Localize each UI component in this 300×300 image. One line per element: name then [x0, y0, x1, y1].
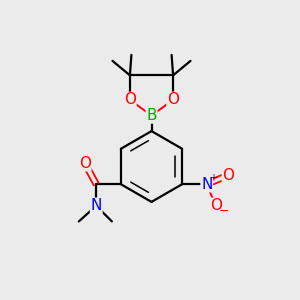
- Text: O: O: [210, 198, 222, 213]
- Text: N: N: [91, 198, 102, 213]
- Text: N: N: [201, 177, 212, 192]
- Text: −: −: [218, 205, 229, 218]
- Text: +: +: [209, 173, 217, 184]
- Text: O: O: [79, 156, 91, 171]
- Text: B: B: [146, 108, 157, 123]
- Text: O: O: [124, 92, 136, 107]
- Text: O: O: [167, 92, 179, 107]
- Text: O: O: [222, 168, 234, 183]
